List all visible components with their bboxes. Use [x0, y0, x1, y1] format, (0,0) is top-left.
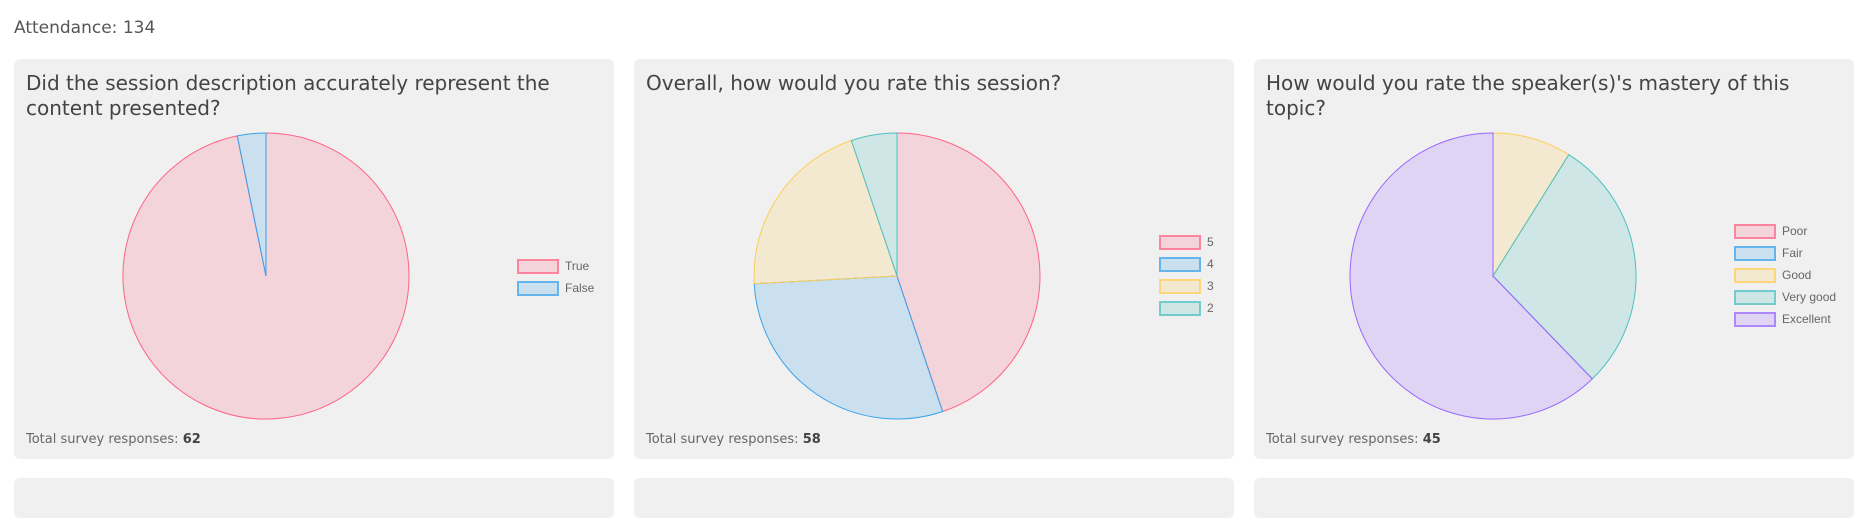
legend-swatch	[1734, 245, 1776, 261]
legend-item[interactable]: 4	[1159, 253, 1214, 275]
pie-chart	[1349, 132, 1637, 420]
legend-label: 4	[1207, 257, 1214, 271]
legend: True False	[517, 255, 594, 299]
legend-swatch	[1734, 289, 1776, 305]
pie-slice-5[interactable]	[896, 132, 1041, 413]
legend-swatch	[1159, 234, 1201, 250]
legend-item[interactable]: 2	[1159, 297, 1214, 319]
legend-swatch	[1159, 256, 1201, 272]
attendance-label: Attendance:	[14, 18, 118, 38]
legend-item[interactable]: Good	[1734, 264, 1836, 286]
pie-chart	[753, 132, 1041, 420]
attendance-value: 134	[122, 18, 156, 38]
total-responses-value: 45	[1422, 432, 1441, 447]
legend-label: Poor	[1782, 224, 1808, 238]
pie-slice-4[interactable]	[753, 275, 944, 420]
legend-label: 3	[1207, 279, 1214, 293]
legend-swatch	[1159, 300, 1201, 316]
pie-chart	[122, 132, 410, 420]
pie-slice-excellent[interactable]	[1349, 132, 1594, 420]
total-responses-value: 58	[802, 432, 821, 447]
legend-item[interactable]: False	[517, 277, 594, 299]
chart-title: How would you rate the speaker(s)'s mast…	[1266, 71, 1790, 120]
legend-item[interactable]: 5	[1159, 231, 1214, 253]
pie-slice-3[interactable]	[753, 139, 898, 285]
legend-swatch	[517, 280, 559, 296]
pie-slice-very-good[interactable]	[1492, 154, 1637, 380]
legend-swatch	[517, 258, 559, 274]
total-responses-value: 62	[182, 432, 201, 447]
legend-label: 2	[1207, 301, 1214, 315]
legend-label: False	[565, 281, 595, 295]
total-responses: Total survey responses: 58	[646, 432, 821, 447]
legend-item[interactable]: 3	[1159, 275, 1214, 297]
legend-label: Good	[1782, 268, 1812, 282]
total-responses-label: Total survey responses:	[1266, 432, 1419, 447]
total-responses: Total survey responses: 62	[26, 432, 201, 447]
legend: Poor Fair Good Very good Excellent	[1734, 220, 1836, 330]
chart-panel-6	[1254, 478, 1854, 518]
legend-swatch	[1734, 223, 1776, 239]
legend-item[interactable]: True	[517, 255, 594, 277]
chart-title: Overall, how would you rate this session…	[646, 71, 1062, 95]
chart-title: Did the session description accurately r…	[26, 71, 550, 120]
chart-panel-1: Did the session description accurately r…	[14, 59, 614, 459]
legend-item[interactable]: Poor	[1734, 220, 1836, 242]
total-responses: Total survey responses: 45	[1266, 432, 1441, 447]
legend-label: Very good	[1782, 290, 1837, 304]
total-responses-label: Total survey responses:	[26, 432, 179, 447]
chart-panel-4	[14, 478, 614, 518]
pie-slice-2[interactable]	[850, 132, 898, 277]
legend-item[interactable]: Fair	[1734, 242, 1836, 264]
pie-slice-false[interactable]	[236, 132, 267, 277]
chart-panel-3: How would you rate the speaker(s)'s mast…	[1254, 59, 1854, 459]
legend-label: True	[565, 259, 590, 273]
pie-slice-good[interactable]	[1492, 132, 1570, 278]
legend-item[interactable]: Excellent	[1734, 308, 1836, 330]
legend-label: 5	[1207, 235, 1214, 249]
legend-swatch	[1159, 278, 1201, 294]
legend-item[interactable]: Very good	[1734, 286, 1836, 308]
legend-swatch	[1734, 267, 1776, 283]
attendance: Attendance: 134	[14, 18, 155, 38]
chart-panel-5	[634, 478, 1234, 518]
total-responses-label: Total survey responses:	[646, 432, 799, 447]
legend-label: Excellent	[1782, 312, 1831, 326]
chart-panel-2: Overall, how would you rate this session…	[634, 59, 1234, 459]
legend-swatch	[1734, 311, 1776, 327]
legend-label: Fair	[1782, 246, 1803, 260]
pie-slice-true[interactable]	[122, 132, 410, 420]
legend: 5 4 3 2	[1159, 231, 1214, 319]
